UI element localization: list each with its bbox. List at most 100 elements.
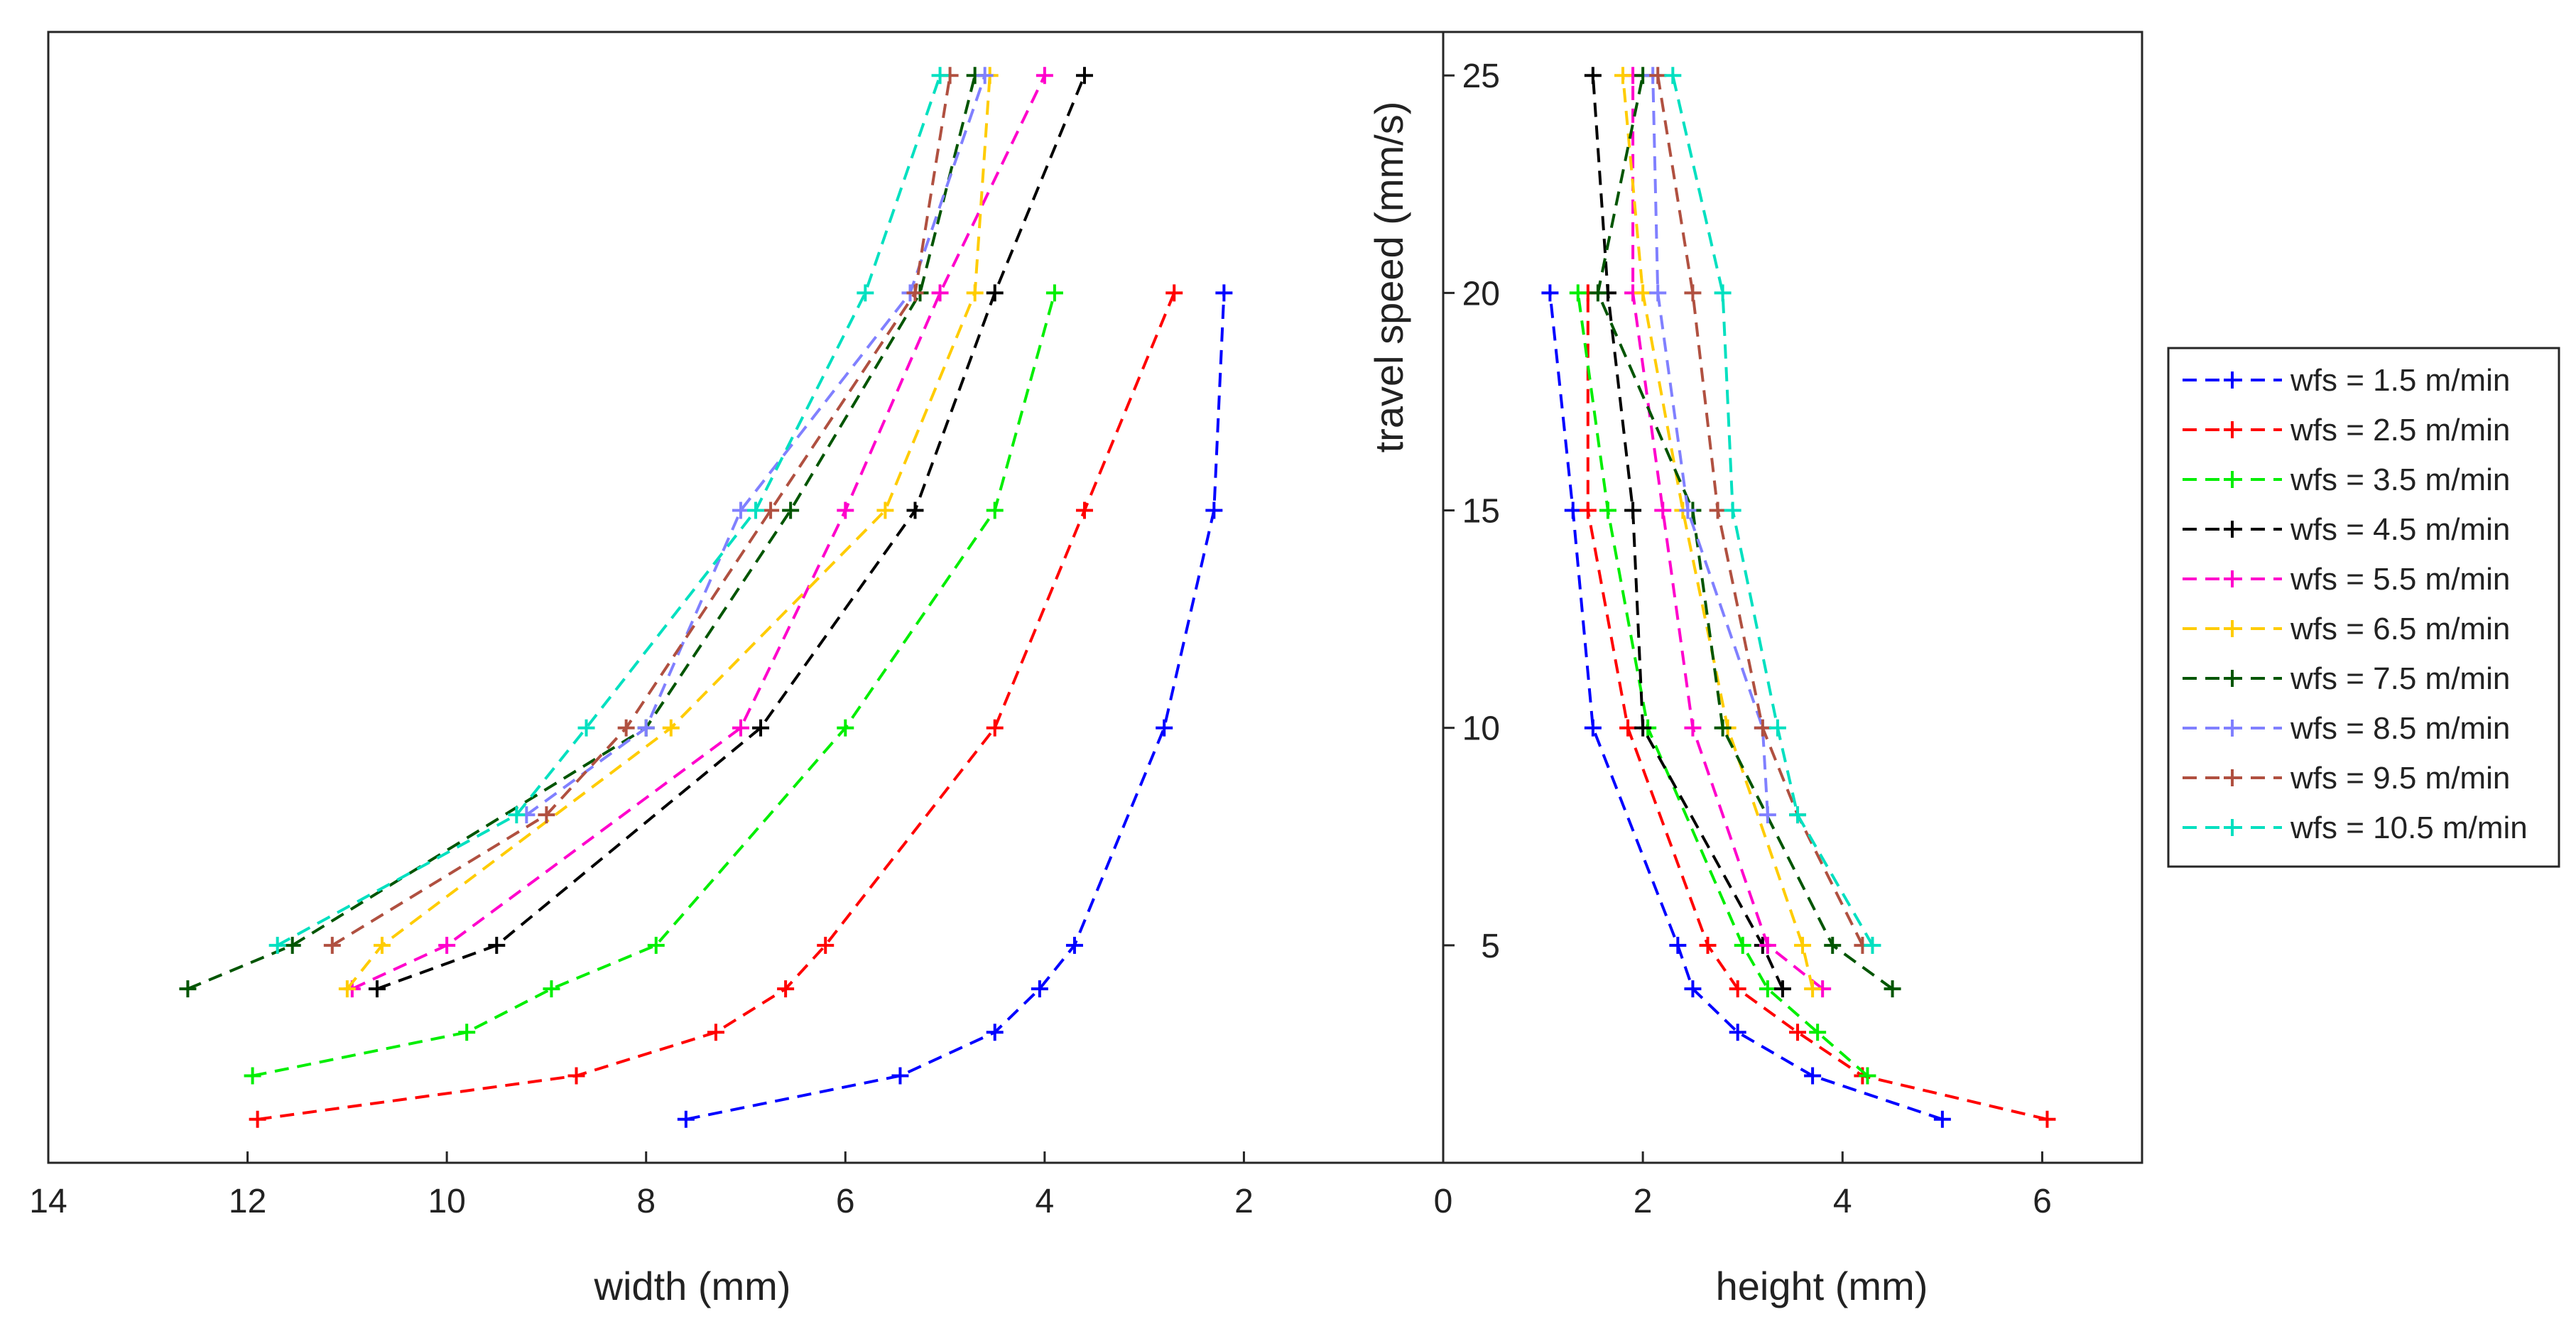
legend-marker <box>2224 670 2241 687</box>
height-point <box>1649 67 1667 85</box>
height-line-6.5 <box>1621 75 1815 989</box>
legend: wfs = 1.5 m/min wfs = 2.5 m/min wfs = 3.5 … <box>2167 347 2560 868</box>
width-point <box>637 719 655 737</box>
legend-entry: wfs = 6.5 m/min <box>2290 612 2510 646</box>
plot-frame <box>47 31 2143 1164</box>
width-point <box>249 1110 266 1128</box>
width-point <box>876 501 894 519</box>
height-point <box>1634 284 1652 302</box>
width-point <box>662 719 680 737</box>
width-point <box>931 284 949 302</box>
height-point <box>1754 719 1771 737</box>
width-line-4.5 <box>376 75 1086 990</box>
width-point <box>1165 284 1183 302</box>
width-point <box>543 980 560 998</box>
legend-entry: wfs = 1.5 m/min <box>2290 363 2510 398</box>
height-point <box>1884 980 1901 998</box>
height-point <box>1768 719 1786 737</box>
width-line-7.5 <box>187 75 977 990</box>
width-point <box>1075 67 1093 85</box>
width-point <box>747 501 765 519</box>
width-point <box>373 936 391 954</box>
width-point <box>283 936 301 954</box>
legend-marker <box>2224 620 2241 637</box>
width-point <box>986 501 1004 519</box>
height-point <box>1759 806 1776 824</box>
height-point <box>1564 501 1582 519</box>
legend-marker <box>2224 720 2241 737</box>
height-point <box>1619 719 1637 737</box>
width-point <box>986 284 1004 302</box>
height-point <box>1669 936 1687 954</box>
width-point <box>438 936 456 954</box>
width-line-1.5 <box>685 293 1226 1121</box>
height-tick-label: 0 <box>1434 1183 1453 1220</box>
width-line-8.5 <box>526 75 987 816</box>
height-point <box>2038 1110 2056 1128</box>
legend-entry: wfs = 5.5 m/min <box>2290 562 2510 597</box>
height-point <box>1664 67 1682 85</box>
height-line-9.5 <box>1656 75 1864 946</box>
height-point <box>1933 1110 1951 1128</box>
width-point <box>762 501 780 519</box>
height-point <box>1569 284 1587 302</box>
width-point <box>368 980 386 998</box>
height-point <box>1684 719 1702 737</box>
height-point <box>1824 936 1842 954</box>
width-point <box>857 284 874 302</box>
height-point <box>1634 719 1652 737</box>
width-point <box>752 719 770 737</box>
height-point <box>1864 936 1881 954</box>
width-point <box>966 284 984 302</box>
width-point <box>732 719 749 737</box>
legend-entry: wfs = 2.5 m/min <box>2290 413 2510 447</box>
width-tick-label: 6 <box>836 1183 855 1220</box>
height-point <box>1729 980 1746 998</box>
width-point <box>986 719 1004 737</box>
width-point <box>891 1067 909 1085</box>
height-point <box>1759 936 1776 954</box>
width-point <box>906 284 924 302</box>
legend-marker <box>2224 769 2241 786</box>
height-point <box>1794 936 1812 954</box>
speed-tick-label: 25 <box>1462 58 1500 95</box>
height-point <box>1709 501 1727 519</box>
width-point <box>817 936 835 954</box>
height-point <box>1589 284 1607 302</box>
width-axis-label: width (mm) <box>594 1264 791 1308</box>
height-line-10.5 <box>1671 75 1874 946</box>
legend-entry: wfs = 8.5 m/min <box>2290 711 2510 746</box>
legend-entry: wfs = 7.5 m/min <box>2290 661 2510 696</box>
height-point <box>1734 936 1751 954</box>
width-point <box>1065 936 1083 954</box>
width-line-6.5 <box>346 75 991 990</box>
width-line-5.5 <box>352 75 1046 990</box>
width-point <box>837 501 854 519</box>
legend-entry: wfs = 4.5 m/min <box>2290 512 2510 547</box>
width-point <box>488 936 506 954</box>
height-point <box>1859 1067 1876 1085</box>
height-point <box>1714 719 1732 737</box>
height-point <box>1541 284 1559 302</box>
width-point <box>1205 501 1223 519</box>
width-point <box>906 501 924 519</box>
height-line-4.5 <box>1591 75 1784 989</box>
width-point <box>179 980 197 998</box>
width-point <box>508 806 526 824</box>
width-tick-label: 12 <box>229 1183 266 1220</box>
speed-tick-label: 5 <box>1481 928 1500 965</box>
width-point <box>567 1067 585 1085</box>
height-axis-label: height (mm) <box>1716 1264 1928 1308</box>
width-point <box>777 980 795 998</box>
height-point <box>1654 501 1672 519</box>
height-point <box>1759 980 1776 998</box>
height-line-2.5 <box>1586 293 2048 1121</box>
speed-tick-label: 15 <box>1462 493 1500 531</box>
height-point <box>1579 501 1597 519</box>
width-point <box>647 936 665 954</box>
height-point <box>1679 501 1697 519</box>
width-point <box>458 1024 476 1041</box>
axes <box>47 31 2143 1164</box>
